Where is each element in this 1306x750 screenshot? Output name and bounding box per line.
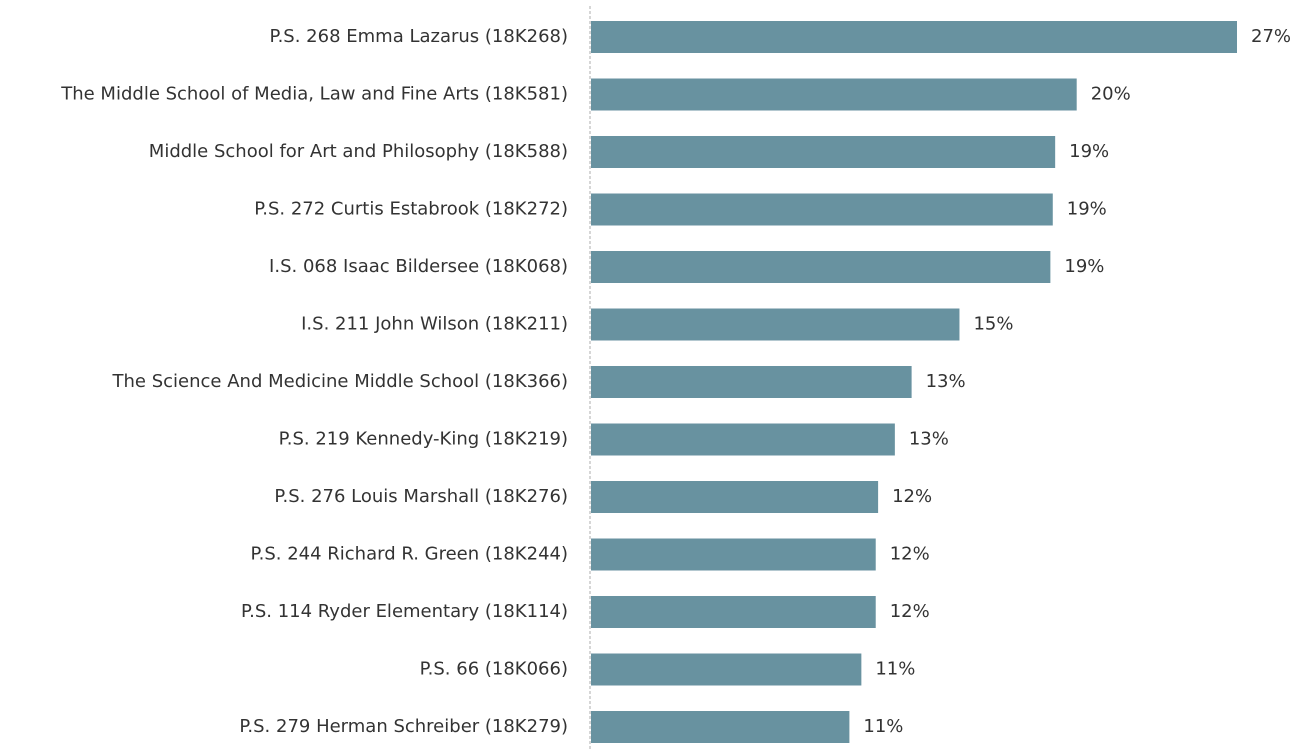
value-label: 11% [875, 659, 915, 680]
value-label: 19% [1064, 256, 1104, 277]
value-label: 12% [890, 544, 930, 565]
bar [591, 136, 1056, 168]
value-label: 27% [1251, 26, 1291, 47]
bar [591, 711, 850, 743]
category-label: P.S. 272 Curtis Estabrook (18K272) [254, 199, 568, 220]
category-label: I.S. 068 Isaac Bildersee (18K068) [269, 256, 568, 277]
value-label: 12% [890, 601, 930, 622]
bar [591, 308, 960, 341]
category-label: P.S. 219 Kennedy-King (18K219) [279, 429, 568, 450]
category-label: P.S. 114 Ryder Elementary (18K114) [241, 601, 568, 622]
bar [591, 481, 879, 513]
value-label: 11% [863, 716, 903, 737]
bar [591, 366, 912, 398]
value-label: 13% [926, 371, 966, 392]
bar [591, 538, 876, 571]
value-label: 13% [909, 429, 949, 450]
bar [591, 423, 895, 456]
bar [591, 596, 876, 628]
value-label: 19% [1069, 141, 1109, 162]
value-label: 12% [892, 486, 932, 507]
value-label: 19% [1067, 199, 1107, 220]
category-label: Middle School for Art and Philosophy (18… [149, 141, 568, 162]
category-label: The Middle School of Media, Law and Fine… [60, 84, 568, 105]
category-label: P.S. 276 Louis Marshall (18K276) [274, 486, 568, 507]
bar [591, 78, 1077, 111]
bar [591, 21, 1237, 53]
category-label: P.S. 244 Richard R. Green (18K244) [251, 544, 568, 565]
value-label: 15% [973, 314, 1013, 335]
bar [591, 653, 862, 686]
category-label: P.S. 66 (18K066) [420, 659, 568, 680]
category-label: I.S. 211 John Wilson (18K211) [301, 314, 568, 335]
category-label: P.S. 268 Emma Lazarus (18K268) [270, 26, 568, 47]
category-label: The Science And Medicine Middle School (… [112, 371, 568, 392]
bar [591, 193, 1053, 226]
value-label: 20% [1091, 84, 1131, 105]
bar [591, 251, 1051, 283]
category-label: P.S. 279 Herman Schreiber (18K279) [239, 716, 568, 737]
